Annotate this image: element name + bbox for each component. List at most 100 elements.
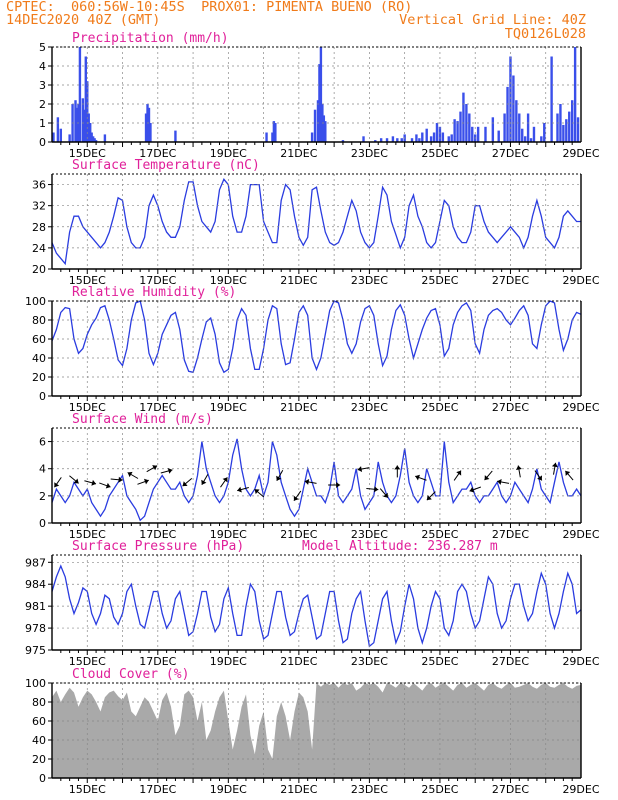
y-tick-label: 60 bbox=[32, 715, 46, 728]
wind-arrow bbox=[110, 476, 123, 483]
x-tick-label: 19DEC bbox=[210, 147, 247, 160]
wind-arrow bbox=[201, 474, 209, 486]
precip-bar bbox=[313, 109, 317, 142]
x-tick-label: 15DEC bbox=[69, 401, 106, 414]
precip-bar bbox=[93, 138, 96, 142]
precip-bar bbox=[556, 113, 559, 142]
wind-arrow bbox=[426, 491, 436, 501]
wind-arrow bbox=[379, 488, 389, 499]
wind-arrow-head bbox=[537, 475, 542, 481]
precip-bar bbox=[81, 98, 85, 142]
wind-arrow-head bbox=[565, 470, 571, 476]
precip-bar bbox=[78, 47, 82, 142]
precip-bar bbox=[568, 111, 571, 142]
wind-arrow bbox=[146, 465, 158, 473]
precip-bar bbox=[518, 113, 521, 142]
wind-arrow bbox=[469, 486, 482, 493]
precip-bar bbox=[74, 100, 77, 142]
wind-arrow-head bbox=[167, 468, 173, 474]
precip-bar bbox=[316, 100, 320, 142]
precip-bar bbox=[421, 132, 424, 142]
precip-bar bbox=[91, 136, 95, 142]
wind-arrow-head bbox=[276, 475, 282, 481]
precip-bar bbox=[396, 138, 399, 142]
y-tick-label: 975 bbox=[25, 644, 46, 657]
precip-bar bbox=[497, 130, 500, 142]
precip-bar bbox=[476, 126, 480, 142]
wind-arrow-head bbox=[394, 465, 401, 470]
x-tick-label: 21DEC bbox=[280, 783, 317, 796]
wind-arrow-head bbox=[336, 482, 341, 488]
panel-title: Surface Wind (m/s) bbox=[72, 412, 213, 427]
precip-bar bbox=[400, 138, 403, 142]
x-tick-label: 17DEC bbox=[139, 783, 176, 796]
precip-bar bbox=[526, 113, 530, 142]
precip-bar bbox=[75, 107, 79, 142]
precip-bar bbox=[559, 104, 562, 142]
precip-bar bbox=[374, 140, 377, 142]
wind-arrow-head bbox=[484, 475, 490, 481]
wind-arrow bbox=[453, 470, 462, 481]
y-tick-label: 24 bbox=[32, 242, 46, 255]
precip-bar bbox=[515, 100, 518, 142]
wind-arrow-head bbox=[91, 479, 97, 486]
x-tick-label: 21DEC bbox=[280, 528, 317, 541]
wind-arrow bbox=[137, 478, 149, 485]
wind-arrow-head bbox=[54, 482, 60, 488]
precip-bar bbox=[322, 115, 326, 142]
wind-arrow bbox=[160, 468, 173, 474]
precip-bar bbox=[56, 117, 60, 142]
wind-arrow-head bbox=[222, 477, 228, 483]
x-tick-label: 19DEC bbox=[210, 274, 247, 287]
panel-title: Cloud Cover (%) bbox=[72, 667, 189, 682]
wind-arrow-head bbox=[515, 465, 522, 470]
y-tick-label: 0 bbox=[39, 772, 46, 785]
precip-bar bbox=[418, 138, 421, 142]
y-tick-label: 20 bbox=[32, 753, 46, 766]
header-line-1: CPTEC: 060:56W-10:45S PROX01: PIMENTA BU… bbox=[6, 0, 413, 15]
precip-bar bbox=[509, 56, 512, 142]
wind-arrow bbox=[394, 465, 401, 478]
precip-bar bbox=[174, 130, 177, 142]
wind-arrow bbox=[54, 477, 62, 488]
x-tick-label: 17DEC bbox=[139, 655, 176, 668]
panel-4 bbox=[48, 554, 582, 655]
panel-2 bbox=[48, 300, 582, 401]
header-model-id: TQ0126L028 bbox=[504, 26, 586, 42]
x-tick-label: 15DEC bbox=[69, 528, 106, 541]
panel-1 bbox=[48, 173, 582, 274]
precip-bar bbox=[90, 132, 93, 142]
wind-arrow-head bbox=[143, 478, 149, 485]
y-tick-label: 2 bbox=[39, 490, 46, 503]
wind-arrow bbox=[534, 470, 543, 481]
x-tick-label: 17DEC bbox=[139, 274, 176, 287]
x-tick-label: 15DEC bbox=[69, 274, 106, 287]
x-tick-label: 19DEC bbox=[210, 655, 247, 668]
precip-bar bbox=[318, 64, 321, 142]
y-tick-label: 20 bbox=[32, 263, 46, 276]
precip-bar bbox=[274, 123, 277, 142]
wind-arrow-head bbox=[426, 495, 432, 501]
precip-bar bbox=[87, 113, 90, 142]
wind-arrow bbox=[565, 470, 574, 481]
x-tick-label: 27DEC bbox=[492, 401, 529, 414]
y-tick-label: 2 bbox=[39, 98, 46, 111]
precip-bar bbox=[271, 132, 274, 142]
wind-arrow-head bbox=[182, 481, 188, 487]
y-tick-label: 987 bbox=[25, 556, 46, 569]
precip-bar bbox=[84, 56, 87, 142]
wind-arrow bbox=[84, 479, 97, 486]
y-tick-label: 5 bbox=[39, 41, 46, 54]
precip-bar bbox=[385, 138, 389, 142]
precip-bar bbox=[491, 117, 495, 142]
x-tick-label: 25DEC bbox=[421, 655, 458, 668]
precip-bar bbox=[529, 138, 533, 142]
x-tick-label: 23DEC bbox=[351, 274, 388, 287]
precip-bar bbox=[521, 128, 524, 142]
y-tick-label: 80 bbox=[32, 696, 46, 709]
wind-arrow bbox=[127, 471, 139, 479]
precip-bar bbox=[550, 56, 553, 142]
precip-bar bbox=[441, 132, 445, 142]
x-tick-label: 23DEC bbox=[351, 401, 388, 414]
